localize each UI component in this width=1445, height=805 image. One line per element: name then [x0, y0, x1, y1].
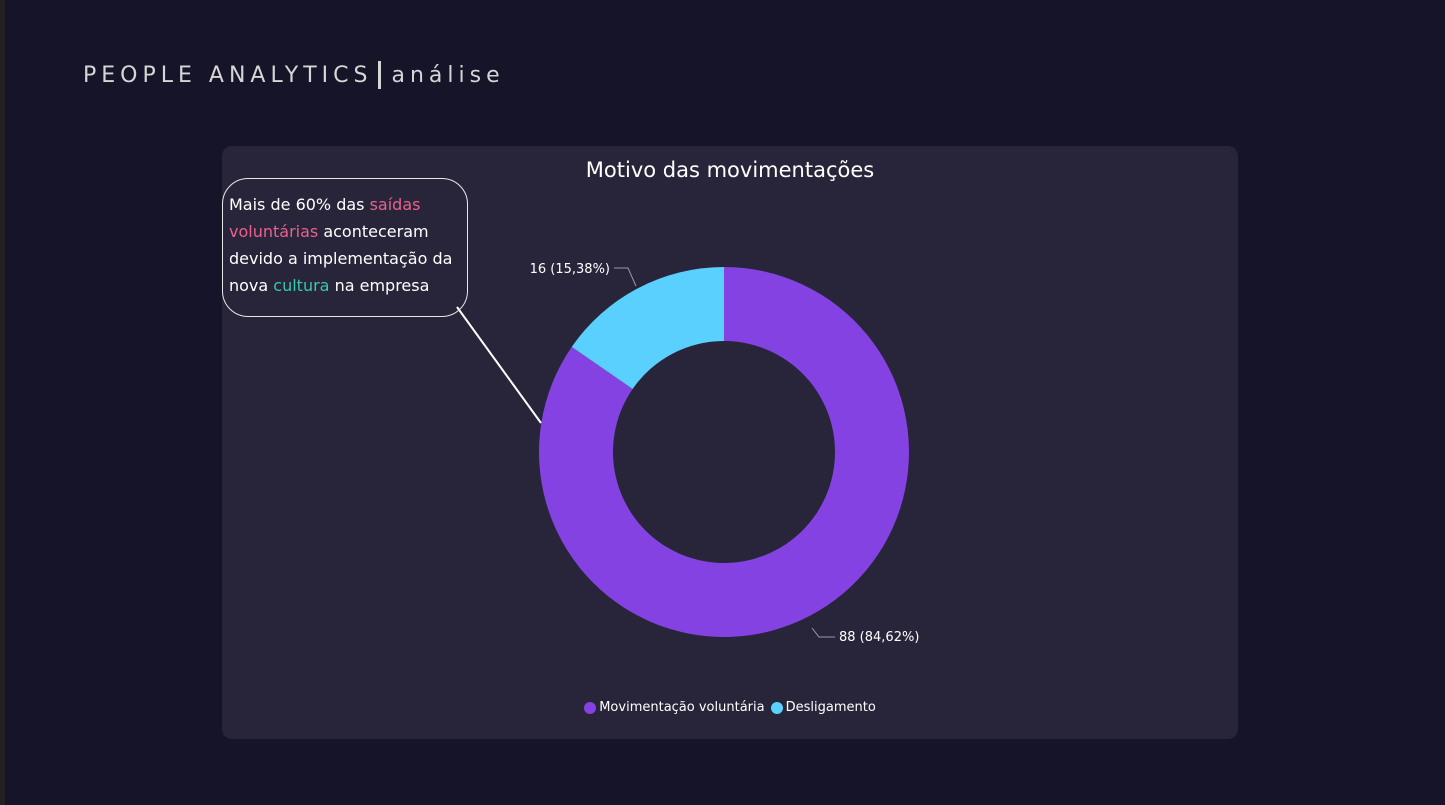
data-label-leader — [614, 267, 637, 287]
donut-slices — [539, 267, 910, 637]
chart-legend: Movimentação voluntária Desligamento — [222, 700, 1238, 715]
data-label-desligamento: 16 (15,38%) — [530, 262, 610, 277]
data-label-leaders — [614, 267, 835, 638]
chart-title: Motivo das movimentações — [585, 158, 875, 182]
legend-label: Movimentação voluntária — [599, 700, 765, 715]
chart-card[interactable]: Motivo das movimentações 88 (84,62%) 16 (… — [222, 146, 1238, 739]
callout-pointer-line — [456, 306, 542, 424]
donut-chart[interactable]: 88 (84,62%) 16 (15,38%) — [222, 146, 1238, 739]
legend-label: Desligamento — [785, 700, 876, 715]
legend-item-desligamento[interactable]: Desligamento — [770, 700, 876, 715]
window-edge — [0, 0, 5, 805]
legend-item-voluntaria[interactable]: Movimentação voluntária — [584, 700, 765, 715]
brand-header: PEOPLE ANALYTICS análise — [83, 60, 505, 90]
callout-highlight-cultura: cultura — [273, 276, 330, 295]
donut-slice-voluntaria[interactable] — [539, 267, 910, 637]
callout-text: na empresa — [329, 276, 430, 295]
data-label-leader — [811, 627, 835, 638]
donut-slice-desligamento[interactable] — [571, 267, 724, 389]
data-labels: 88 (84,62%) 16 (15,38%) — [530, 262, 920, 645]
callout-text: aconteceram devido a implementação da no… — [229, 222, 453, 295]
insight-callout: Mais de 60% das saídas voluntárias acont… — [222, 178, 468, 317]
brand-title: PEOPLE ANALYTICS — [83, 62, 373, 88]
brand-separator — [378, 61, 382, 89]
callout-text: Mais de 60% das — [229, 195, 370, 214]
callout-highlight-saidas: saídas voluntárias — [229, 195, 421, 241]
data-label-voluntaria: 88 (84,62%) — [839, 630, 919, 645]
brand-subtitle: análise — [391, 62, 505, 88]
legend-swatch — [584, 701, 597, 714]
legend-swatch — [770, 701, 783, 714]
